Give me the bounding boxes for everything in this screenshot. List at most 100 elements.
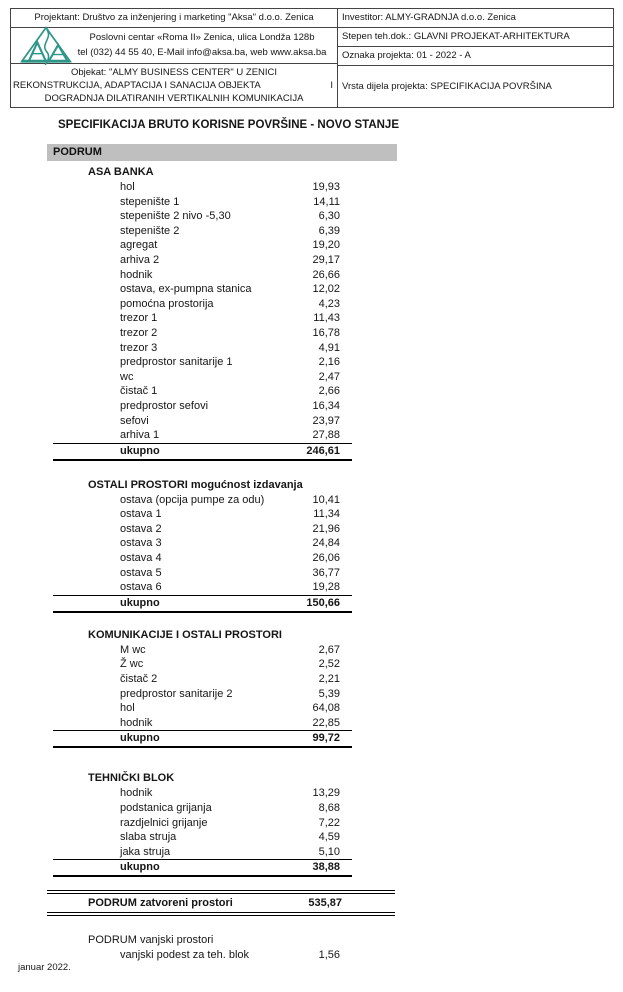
total-row: ukupno 38,88 (53, 859, 352, 878)
section-rows: hodnik 13,29 podstanica grijanja 8,68 razdje… (53, 786, 352, 878)
row-label: stepenište 2 (120, 224, 180, 237)
title-block-left: Projektant: Društvo za inženjering i mar… (11, 9, 338, 107)
row-label: hodnik (120, 716, 153, 729)
row-value: 99,72 (312, 732, 340, 745)
table-row: stepenište 2 6,39 (53, 224, 352, 239)
table-row: ostava 4 26,06 (53, 551, 352, 566)
row-value: 26,06 (312, 552, 340, 565)
table-row: trezor 2 16,78 (53, 326, 352, 341)
table-row: predprostor sanitarije 1 2,16 (53, 355, 352, 370)
row-value: 27,88 (312, 429, 340, 442)
table-row: podstanica grijanja 8,68 (53, 801, 352, 816)
row-label: stepenište 2 nivo -5,30 (120, 210, 231, 223)
stepen-line: Stepen teh.dok.: GLAVNI PROJEKAT-ARHITEK… (338, 28, 613, 47)
row-value: 29,17 (312, 253, 340, 266)
row-label: ostava 4 (120, 552, 162, 565)
table-row: trezor 1 11,43 (53, 311, 352, 326)
section: ASA BANKA hol 19,93 stepenište 1 14,11 stepen… (0, 165, 623, 461)
row-value: 2,47 (318, 370, 340, 383)
row-value: 16,34 (312, 399, 340, 412)
row-value: 4,91 (318, 341, 340, 354)
row-value: 2,16 (318, 356, 340, 369)
table-row: čistač 1 2,66 (53, 384, 352, 399)
outdoor-heading: PODRUM vanjski prostori (88, 934, 214, 947)
row-label: ostava 5 (120, 566, 162, 579)
row-value: 23,97 (312, 414, 340, 427)
row-value: 2,66 (318, 385, 340, 398)
grand-total-label: PODRUM zatvoreni prostori (88, 897, 233, 910)
row-value: 26,66 (312, 268, 340, 281)
row-label: podstanica grijanja (120, 802, 212, 814)
table-row: ostava 2 21,96 (53, 522, 352, 537)
sections-container: ASA BANKA hol 19,93 stepenište 1 14,11 stepen… (0, 165, 623, 878)
table-row: stepenište 1 14,11 (53, 195, 352, 210)
row-value: 4,59 (318, 831, 340, 844)
row-label: predprostor sanitarije 2 (120, 687, 233, 700)
table-row: čistač 2 2,21 (53, 672, 352, 687)
table-row: ostava 3 24,84 (53, 536, 352, 551)
company-address: Poslovni centar «Roma II» Zenica, ulica … (71, 30, 333, 60)
objekat-line-2-suffix: I (330, 80, 333, 91)
row-label: trezor 1 (120, 312, 158, 325)
section-rows: M wc 2,67 Ž wc 2,52 čistač 2 2,21 predprostor … (53, 643, 352, 749)
table-row: ostava (opcija pumpe za odu) 10,41 (53, 493, 352, 508)
row-value: 11,34 (313, 508, 340, 521)
address-line: Poslovni centar «Roma II» Zenica, ulica … (89, 32, 315, 43)
row-label: razdjelnici grijanje (120, 816, 208, 829)
aksa-logo-icon (20, 25, 72, 70)
row-label: ostava (opcija pumpe za odu) (120, 493, 265, 506)
outdoor-section: PODRUM vanjski prostori vanjski podest z… (0, 933, 623, 963)
row-value: 11,43 (313, 312, 340, 325)
title-block: Projektant: Društvo za inženjering i mar… (10, 8, 614, 108)
objekat-line-1: Objekat: "ALMY BUSINESS CENTER" U ZENICI (70, 67, 278, 78)
grand-total-row: PODRUM zatvoreni prostori 535,87 (47, 890, 395, 917)
row-label: hol (120, 181, 135, 193)
section-rows: ostava (opcija pumpe za odu) 10,41 ostava … (53, 493, 352, 613)
row-label: ostava, ex-pumpna stanica (120, 283, 252, 296)
table-row: vanjski podest za teh. blok 1,56 (53, 948, 352, 963)
projektant-line: Projektant: Društvo za inženjering i mar… (11, 9, 337, 28)
row-value: 38,88 (312, 861, 340, 874)
title-block-right: Investitor: ALMY-GRADNJA d.o.o. Zenica S… (338, 9, 613, 107)
row-label: wc (120, 370, 134, 383)
objekat-line-2-text: REKONSTRUKCIJA, ADAPTACIJA I SANACIJA OB… (13, 80, 261, 91)
row-value: 22,85 (312, 716, 340, 729)
section: KOMUNIKACIJE I OSTALI PROSTORI M wc 2,67 Ž … (0, 628, 623, 749)
row-label: vanjski podest za teh. blok (120, 949, 250, 962)
row-label: agregat (120, 239, 158, 252)
table-row: sefovi 23,97 (53, 414, 352, 429)
row-label: ostava 1 (120, 508, 162, 521)
objekat-cell: Objekat: "ALMY BUSINESS CENTER" U ZENICI… (11, 64, 337, 107)
outdoor-rows: vanjski podest za teh. blok 1,56 (53, 948, 352, 963)
total-row: ukupno 99,72 (53, 730, 352, 749)
spec-table: SPECIFIKACIJA BRUTO KORISNE POVRŠINE - N… (0, 113, 623, 963)
row-label: pomoćna prostorija (120, 297, 214, 310)
table-row: hodnik 22,85 (53, 716, 352, 731)
objekat-line-2: REKONSTRUKCIJA, ADAPTACIJA I SANACIJA OB… (11, 79, 337, 92)
contact-line: tel (032) 44 55 40, E-Mail info@aksa.ba,… (77, 47, 327, 58)
row-label: slaba struja (120, 831, 177, 844)
row-label: čistač 2 (120, 673, 158, 686)
row-label: stepenište 1 (120, 195, 180, 208)
table-row: hol 19,93 (53, 180, 352, 195)
table-row: Ž wc 2,52 (53, 657, 352, 672)
table-row: M wc 2,67 (53, 643, 352, 658)
row-label: arhiva 2 (120, 253, 160, 266)
table-row: ostava 6 19,28 (53, 580, 352, 595)
row-label: ostava 6 (120, 581, 162, 594)
row-label: sefovi (120, 414, 149, 427)
row-value: 5,10 (318, 845, 340, 858)
row-value: 246,61 (306, 444, 340, 457)
row-value: 2,67 (318, 643, 340, 656)
table-row: stepenište 2 nivo -5,30 6,30 (53, 209, 352, 224)
row-value: 19,28 (312, 581, 340, 594)
row-label: ostava 3 (120, 537, 162, 550)
row-value: 8,68 (318, 802, 340, 814)
row-label: M wc (120, 643, 146, 656)
row-label: Ž wc (120, 658, 144, 671)
row-value: 24,84 (312, 537, 340, 550)
table-row: hodnik 26,66 (53, 268, 352, 283)
section-heading: ASA BANKA (88, 166, 154, 178)
row-label: hodnik (120, 268, 153, 281)
row-value: 2,52 (318, 658, 340, 671)
